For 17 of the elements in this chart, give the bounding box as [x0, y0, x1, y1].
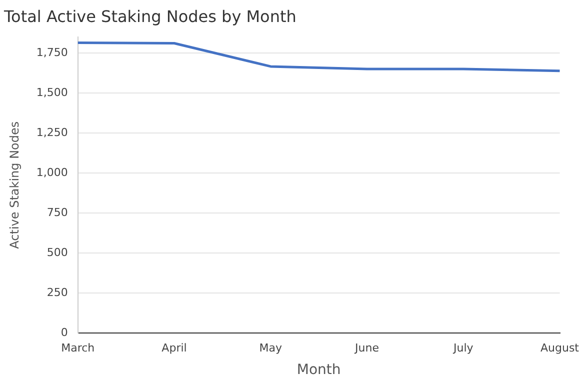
y-tick-label: 750 — [46, 206, 68, 219]
x-tick-label: June — [354, 341, 380, 354]
y-tick-label: 1,750 — [36, 46, 68, 60]
x-tick-label: March — [61, 341, 95, 354]
x-tick-label: April — [162, 341, 187, 354]
x-tick-label: August — [540, 341, 580, 354]
x-tick-label: July — [452, 341, 474, 354]
y-tick-label: 0 — [60, 326, 68, 339]
chart-title: Total Active Staking Nodes by Month — [3, 6, 296, 26]
y-tick-label: 1,000 — [36, 166, 68, 179]
y-tick-label: 250 — [46, 286, 68, 299]
x-tick-label: May — [259, 341, 282, 354]
x-axis-title: Month — [296, 362, 341, 378]
y-tick-label: 1,500 — [36, 86, 68, 100]
y-tick-label: 1,250 — [36, 126, 68, 139]
y-tick-label: 500 — [46, 246, 68, 259]
y-axis-title: Active Staking Nodes — [7, 121, 22, 249]
